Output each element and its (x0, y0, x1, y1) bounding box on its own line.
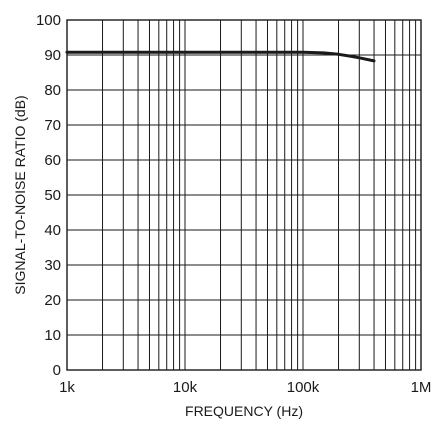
y-tick-label: 0 (53, 362, 61, 379)
y-tick-label: 90 (44, 47, 61, 64)
x-axis-title: FREQUENCY (Hz) (185, 403, 303, 419)
plot-frame (66, 19, 422, 371)
y-tick-label: 40 (44, 222, 61, 239)
series-layer (65, 50, 376, 63)
x-tick-labels: 1k 10k 100k 1M (59, 379, 431, 396)
y-tick-label: 80 (44, 82, 61, 99)
y-tick-label: 100 (36, 12, 61, 29)
y-tick-label: 70 (44, 117, 61, 134)
y-tick-label: 30 (44, 257, 61, 274)
y-tick-label: 50 (44, 187, 61, 204)
x-tick-label: 1k (59, 379, 75, 396)
grid (67, 19, 421, 371)
x-tick-label: 10k (173, 379, 198, 396)
y-tick-label: 60 (44, 152, 61, 169)
y-axis-title: SIGNAL-TO-NOISE RATIO (dB) (12, 95, 28, 294)
x-tick-label: 100k (287, 379, 320, 396)
snr-series-line (65, 50, 376, 63)
x-tick-label: 1M (411, 379, 432, 396)
y-tick-label: 20 (44, 292, 61, 309)
y-tick-labels: 0 10 20 30 40 50 60 70 80 90 100 (36, 12, 61, 379)
y-tick-label: 10 (44, 327, 61, 344)
